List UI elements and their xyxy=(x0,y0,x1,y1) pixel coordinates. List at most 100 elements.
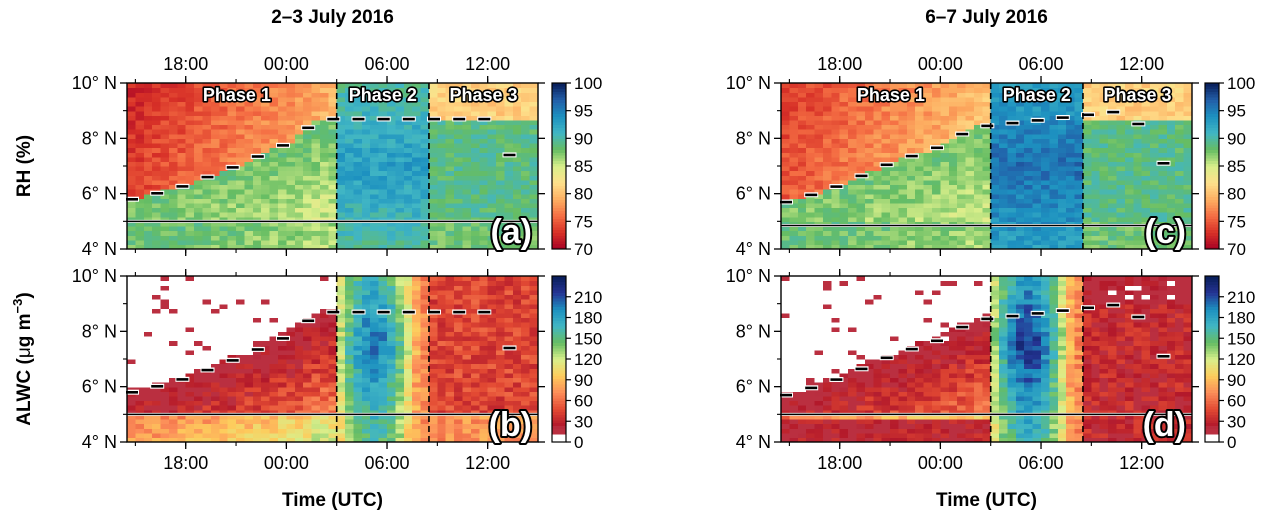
heat-cell xyxy=(1007,235,1017,241)
heat-cell xyxy=(789,244,799,250)
heat-cell xyxy=(328,354,338,360)
heat-cell xyxy=(269,161,279,167)
heat-cell xyxy=(168,184,178,190)
heat-cell xyxy=(462,119,472,126)
heat-cell xyxy=(345,359,355,365)
heat-cell xyxy=(177,368,187,374)
heat-cell xyxy=(202,386,212,392)
heat-cell xyxy=(135,106,145,112)
heat-cell xyxy=(412,368,422,374)
heat-cell xyxy=(403,184,413,190)
heat-cell xyxy=(428,170,438,176)
heat-cell xyxy=(395,312,405,319)
heat-cell xyxy=(428,382,438,388)
heat-cell xyxy=(412,92,422,98)
heat-cell xyxy=(194,115,204,121)
heat-cell xyxy=(479,400,489,406)
heat-cell xyxy=(269,175,279,181)
heat-cell xyxy=(487,289,497,296)
heat-cell xyxy=(789,119,799,126)
heat-cell xyxy=(336,115,346,121)
heat-cell xyxy=(286,202,296,209)
heat-cell xyxy=(345,395,355,402)
heat-cell xyxy=(504,280,514,286)
heat-cell xyxy=(294,156,304,162)
heat-cell xyxy=(462,92,472,98)
heat-cell xyxy=(973,133,983,139)
heat-cell xyxy=(353,340,363,346)
heat-cell xyxy=(210,340,220,346)
heat-cell xyxy=(185,202,195,209)
colorbar-swatch xyxy=(552,88,566,92)
heat-cell xyxy=(194,189,204,195)
heat-cell xyxy=(353,202,363,209)
heat-cell xyxy=(479,363,489,369)
heat-cell xyxy=(345,345,355,351)
heat-cell xyxy=(915,161,925,167)
heat-cell xyxy=(244,414,254,420)
heat-cell xyxy=(236,289,246,296)
heat-cell xyxy=(370,129,380,135)
heat-cell xyxy=(294,87,304,93)
heat-cell xyxy=(437,428,447,434)
heat-cell xyxy=(227,189,237,195)
heat-cell xyxy=(512,239,522,245)
heat-cell xyxy=(529,400,539,406)
heat-cell xyxy=(277,382,287,388)
heat-cell xyxy=(227,312,237,319)
heat-cell xyxy=(378,189,388,195)
heat-cell xyxy=(336,142,346,149)
heat-cell xyxy=(294,368,304,374)
heat-cell xyxy=(479,166,489,172)
heat-cell xyxy=(353,83,363,89)
heat-cell xyxy=(789,221,799,227)
heat-cell xyxy=(1024,207,1034,213)
heat-cell xyxy=(1015,175,1025,181)
heat-cell xyxy=(806,92,816,98)
heat-cell xyxy=(336,152,346,158)
heat-cell xyxy=(135,308,145,314)
heat-cell xyxy=(311,221,321,227)
heat-cell xyxy=(244,184,254,190)
heat-cell xyxy=(529,354,539,360)
heat-cell xyxy=(789,189,799,195)
heat-cell xyxy=(529,170,539,176)
heat-cell xyxy=(345,161,355,167)
heat-cell xyxy=(143,395,153,402)
heat-cell xyxy=(437,391,447,397)
heat-cell xyxy=(387,308,397,314)
heat-cell xyxy=(294,349,304,355)
heat-cell xyxy=(319,225,329,232)
heat-cell xyxy=(277,129,287,135)
heat-cell xyxy=(328,331,338,337)
heat-cell xyxy=(1015,184,1025,190)
heat-cell xyxy=(504,377,514,383)
heat-cell xyxy=(923,87,933,93)
heat-cell xyxy=(210,96,220,103)
heat-cell xyxy=(244,437,254,443)
heat-cell xyxy=(227,184,237,190)
heat-cell xyxy=(269,184,279,190)
heat-cell xyxy=(277,170,287,176)
heat-cell xyxy=(496,437,506,443)
heat-cell xyxy=(504,359,514,365)
heat-cell xyxy=(412,161,422,167)
heat-cell xyxy=(194,303,204,309)
heat-cell xyxy=(345,331,355,337)
heat-cell xyxy=(470,280,480,286)
heat-cell xyxy=(1032,133,1042,139)
heat-cell xyxy=(160,303,170,309)
heat-cell xyxy=(378,170,388,176)
heat-cell xyxy=(227,101,237,107)
heat-cell xyxy=(286,395,296,402)
heat-cell xyxy=(185,386,195,392)
heat-cell xyxy=(395,124,405,130)
heat-cell xyxy=(982,156,992,162)
heat-cell xyxy=(328,83,338,89)
heat-cell xyxy=(512,289,522,296)
heat-cell xyxy=(437,386,447,392)
heat-cell xyxy=(378,359,388,365)
heat-cell xyxy=(839,92,849,98)
heat-cell xyxy=(856,239,866,245)
heat-cell xyxy=(948,184,958,190)
